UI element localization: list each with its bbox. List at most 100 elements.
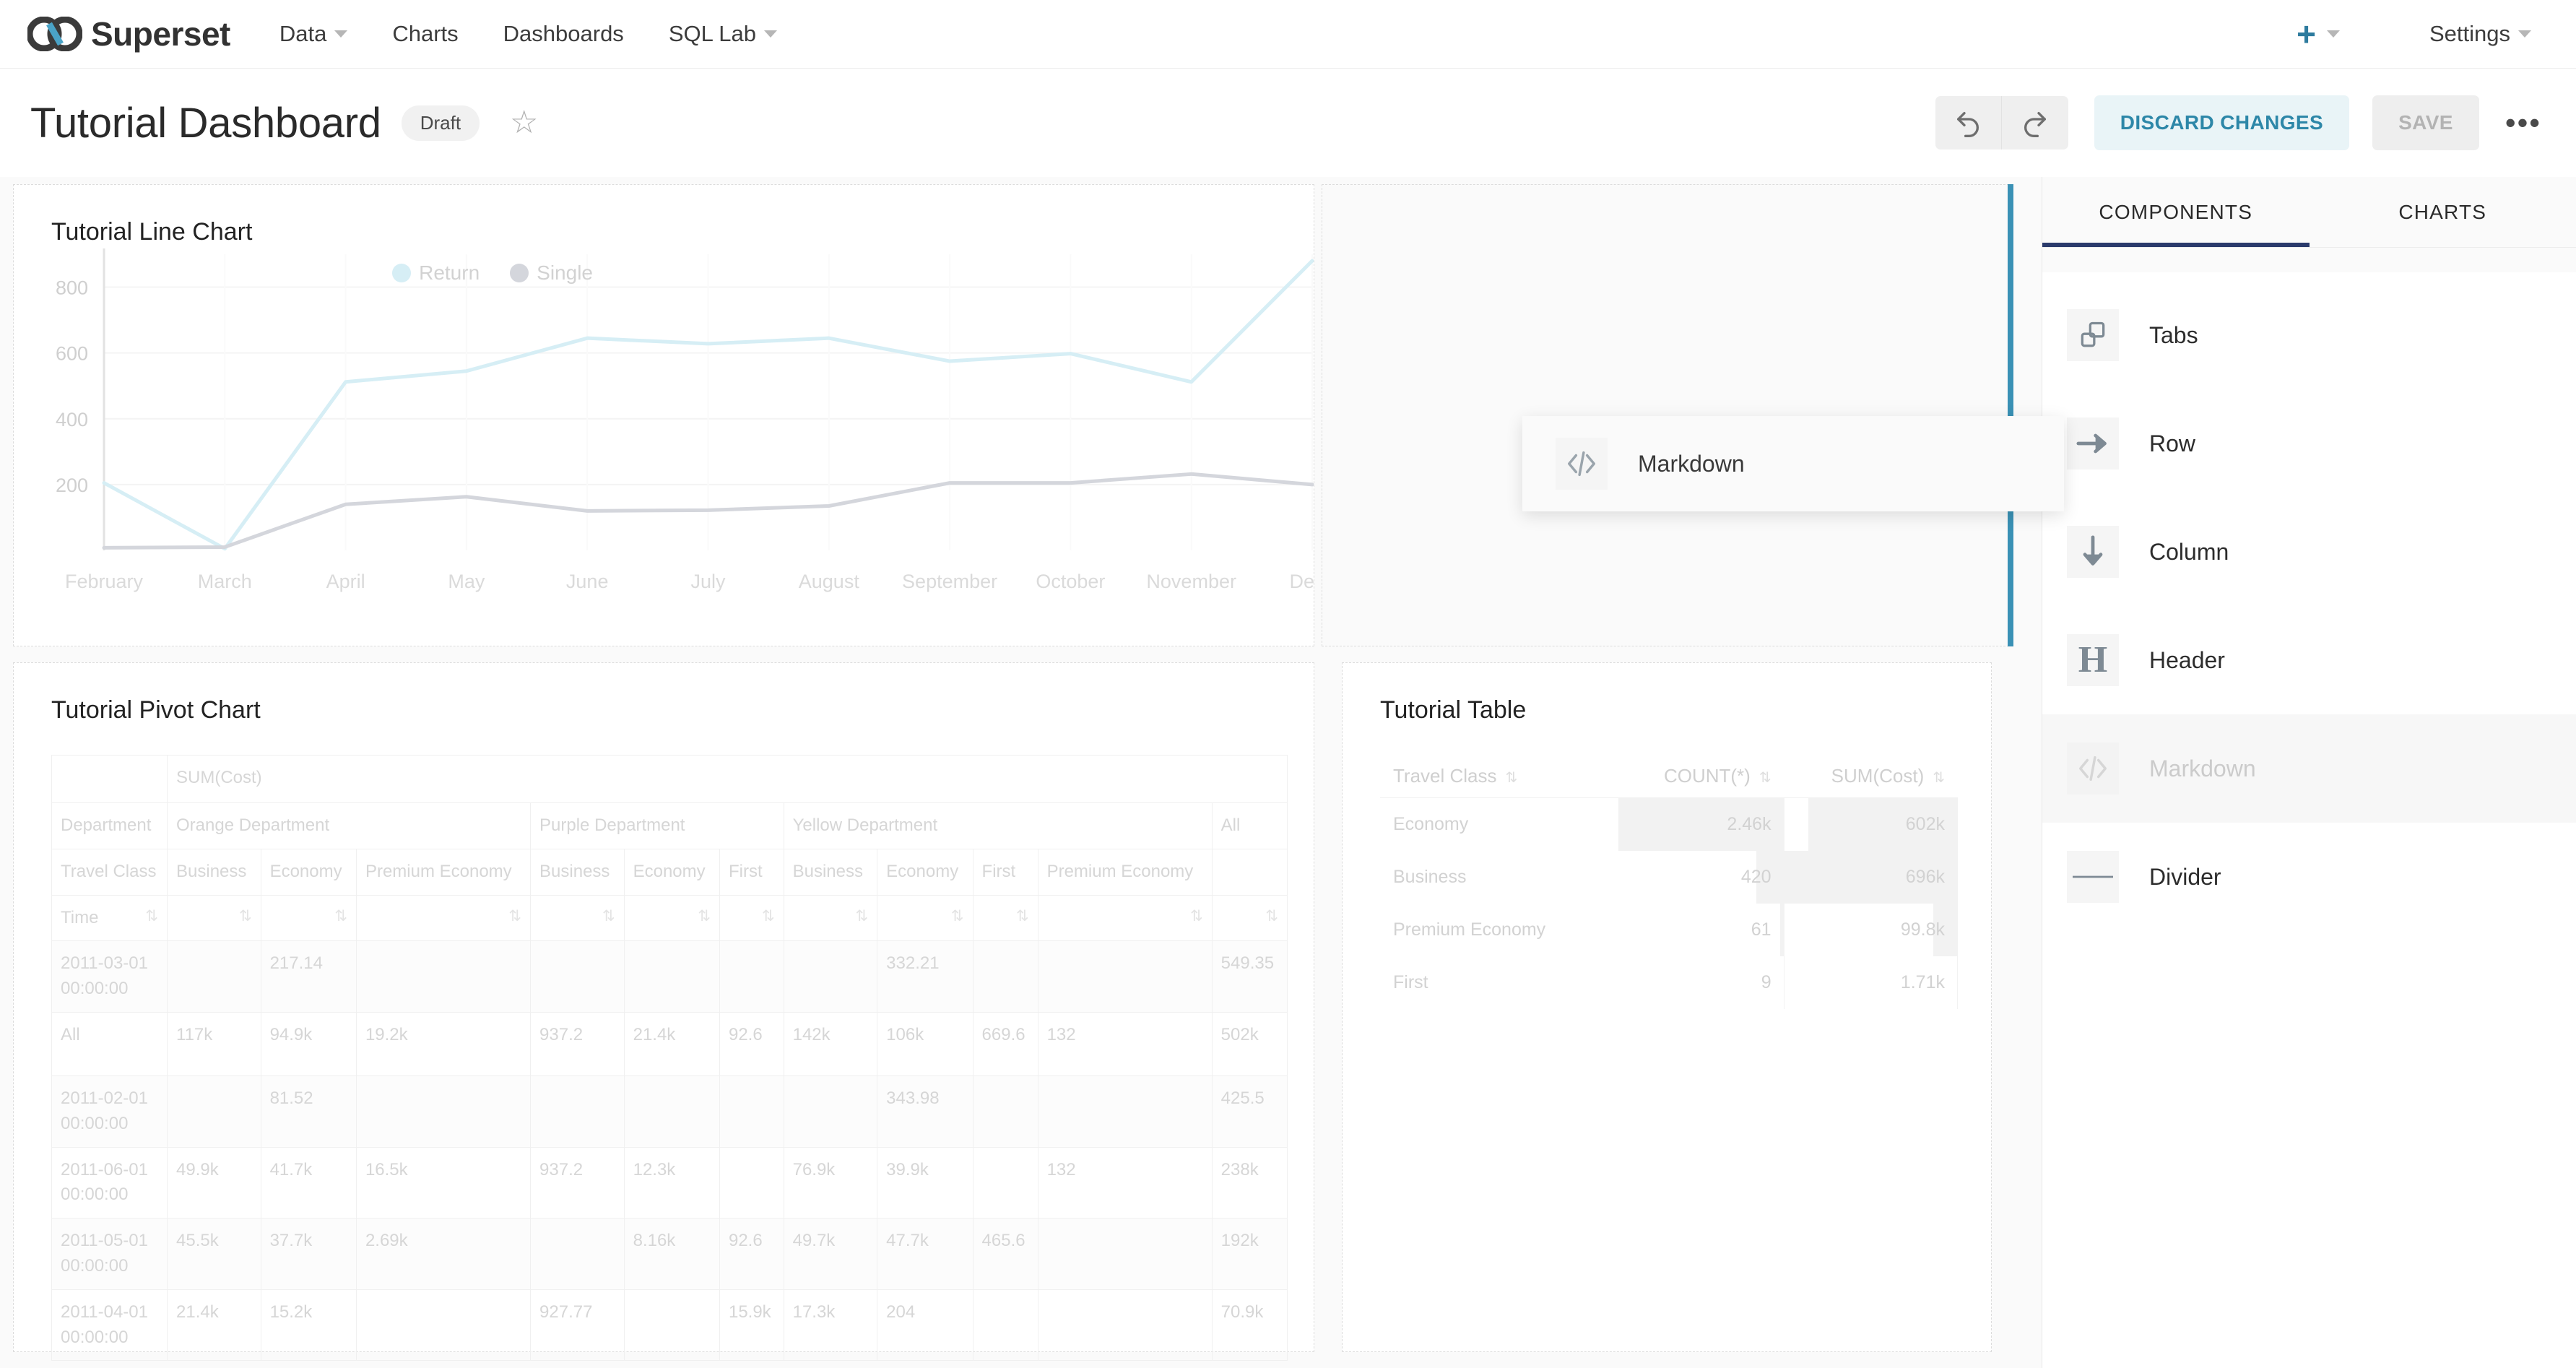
empty-grid-slot[interactable] [1322,184,2009,646]
component-item-row[interactable]: Row [2042,389,2576,498]
table-row[interactable]: 2011-02-01 00:00:00 81.52 343.98 425.5 [51,1075,1288,1148]
nav-item-sql-lab-label: SQL Lab [668,21,757,46]
dashboard-grid: Tutorial Line Chart Return Single 200 400… [0,177,2042,1368]
line-chart[interactable]: Return Single 200 400 600 800 February March A… [14,248,1335,646]
builder-tabs: COMPONENTS CHARTS [2042,177,2576,248]
brand[interactable]: Superset [26,14,230,53]
legend-item-single[interactable]: Single [510,261,593,285]
table-row[interactable]: All 117k 94.9k 19.2k 937.2 21.4k 92.6 142k 106k 6… [51,1011,1288,1076]
pivot-sort-row[interactable]: Time ⇅ ⇅ ⇅ ⇅ ⇅ ⇅ ⇅ ⇅ ⇅ ⇅ ⇅ ⇅ [51,894,1288,942]
discard-changes-button[interactable]: DISCARD CHANGES [2094,95,2350,150]
sort-icon[interactable]: ⇅ [1933,770,1945,786]
pivot-cell [167,1075,261,1148]
nav-item-charts[interactable]: Charts [392,21,458,47]
tabs-icon [2067,309,2119,361]
pivot-department-cell: Orange Department [166,802,532,849]
sort-icon[interactable]: ⇅ [950,907,964,925]
tab-charts[interactable]: CHARTS [2310,177,2576,247]
table-row[interactable]: Economy 2.46k 602k [1380,798,1958,851]
chart-card-table[interactable]: Tutorial Table Travel Class ⇅ COUNT(*) ⇅ SUM… [1342,662,1992,1352]
pivot-table[interactable]: SUM(Cost) Department Orange Department Purp… [51,755,1288,1361]
new-item-menu[interactable]: + [2297,17,2340,51]
pivot-cell: 332.21 [877,940,973,1013]
redo-arrow-icon[interactable] [2002,96,2068,150]
chart-card-line[interactable]: Tutorial Line Chart Return Single 200 400… [13,184,1335,646]
pivot-cell: 132 [1037,1146,1213,1219]
table-row[interactable]: 2011-05-01 00:00:00 45.5k 37.7k 2.69k 8.16k 9… [51,1218,1288,1290]
component-item-column[interactable]: Column [2042,498,2576,606]
pivot-class-row: Travel Class Business Economy Premium Econo… [51,848,1288,896]
pivot-sort-cell[interactable]: ⇅ [530,894,625,942]
column-header-sum-cost[interactable]: SUM(Cost) ⇅ [1784,755,1958,798]
pivot-sort-cell[interactable]: ⇅ [1037,894,1213,942]
sort-icon[interactable]: ⇅ [334,907,347,925]
sort-icon[interactable]: ⇅ [1190,907,1203,925]
cell-sum-cost: 602k [1784,798,1958,851]
nav-item-dashboards[interactable]: Dashboards [503,21,624,47]
sort-icon[interactable]: ⇅ [1505,770,1518,786]
undo-arrow-icon[interactable] [1935,96,2002,150]
pivot-cell: 106k [877,1011,973,1076]
sort-icon[interactable]: ⇅ [761,907,775,925]
sort-icon[interactable]: ⇅ [1265,907,1278,925]
pivot-cell: 49.9k [167,1146,261,1219]
component-item-header[interactable]: H Header [2042,606,2576,714]
pivot-sort-cell[interactable]: ⇅ [877,894,973,942]
pivot-class-cell: Premium Economy [1037,848,1213,896]
pivot-cell: 49.7k [783,1218,878,1290]
tab-components[interactable]: COMPONENTS [2042,177,2310,247]
nav-item-data[interactable]: Data [279,21,348,47]
svg-text:April: April [326,571,365,592]
pivot-cell [623,1075,720,1148]
component-item-divider[interactable]: Divider [2042,823,2576,931]
sort-icon[interactable]: ⇅ [508,907,522,925]
table-row[interactable]: Business 420 696k [1380,851,1958,904]
sort-icon[interactable]: ⇅ [1015,907,1029,925]
cell-count: 420 [1618,851,1784,904]
component-item-markdown[interactable]: Markdown [2042,714,2576,823]
table-row[interactable]: 2011-06-01 00:00:00 49.9k 41.7k 16.5k 937.2 1… [51,1146,1288,1219]
svg-text:800: 800 [56,277,88,299]
settings-label: Settings [2429,21,2510,46]
pivot-metric-row: SUM(Cost) [51,755,1288,803]
pivot-sort-cell[interactable]: ⇅ [783,894,878,942]
sort-icon[interactable]: ⇅ [698,907,711,925]
table-row[interactable]: 2011-03-01 00:00:00 217.14 332.21 549.35 [51,940,1288,1013]
legend-item-return[interactable]: Return [392,261,480,285]
sort-icon[interactable]: ⇅ [238,907,252,925]
pivot-sort-cell[interactable]: ⇅ [719,894,784,942]
column-header-travel-class[interactable]: Travel Class ⇅ [1380,755,1618,798]
pivot-cell [972,1075,1038,1148]
sort-icon[interactable]: ⇅ [1758,770,1771,786]
pivot-sort-cell[interactable]: ⇅ [167,894,261,942]
column-header-count[interactable]: COUNT(*) ⇅ [1618,755,1784,798]
code-brackets-icon [1556,438,1608,490]
nav-item-sql-lab[interactable]: SQL Lab [668,21,778,47]
pivot-sort-cell[interactable]: ⇅ [260,894,357,942]
table-row[interactable]: Premium Economy 61 99.8k [1380,904,1958,956]
pivot-sort-cell[interactable]: ⇅ [1211,894,1288,942]
pivot-class-cell: Economy [623,848,720,896]
sort-icon[interactable]: ⇅ [602,907,615,925]
table-row[interactable]: First 9 1.71k [1380,956,1958,1009]
settings-menu[interactable]: Settings [2429,21,2531,47]
sort-icon[interactable]: ⇅ [855,907,869,925]
more-options-icon[interactable]: ••• [2505,105,2541,139]
pivot-sort-cell[interactable]: ⇅ [623,894,720,942]
line-chart-svg: 200 400 600 800 February March April May June Jul… [56,248,1335,592]
cell-count: 61 [1618,904,1784,956]
cell-sum-cost: 99.8k [1784,904,1958,956]
pivot-time-header[interactable]: Time ⇅ [51,894,168,942]
save-button[interactable]: SAVE [2372,95,2479,150]
sort-icon[interactable]: ⇅ [145,907,158,925]
pivot-sort-cell[interactable]: ⇅ [355,894,532,942]
drag-ghost-markdown[interactable]: Markdown [1522,416,2064,511]
star-outline-icon[interactable]: ☆ [510,105,539,140]
component-item-tabs[interactable]: Tabs [2042,281,2576,389]
top-navbar: Superset Data Charts Dashboards SQL Lab … [0,0,2576,69]
chart-card-pivot[interactable]: Tutorial Pivot Chart SUM(Cost) Department… [13,662,1314,1361]
pivot-sort-cell[interactable]: ⇅ [972,894,1038,942]
table-row[interactable]: 2011-04-01 00:00:00 21.4k 15.2k 927.77 15.9k… [51,1289,1288,1361]
pivot-cell: 343.98 [877,1075,973,1148]
tutorial-table[interactable]: Travel Class ⇅ COUNT(*) ⇅ SUM(Cost) ⇅ Economy 2… [1380,755,1958,1009]
